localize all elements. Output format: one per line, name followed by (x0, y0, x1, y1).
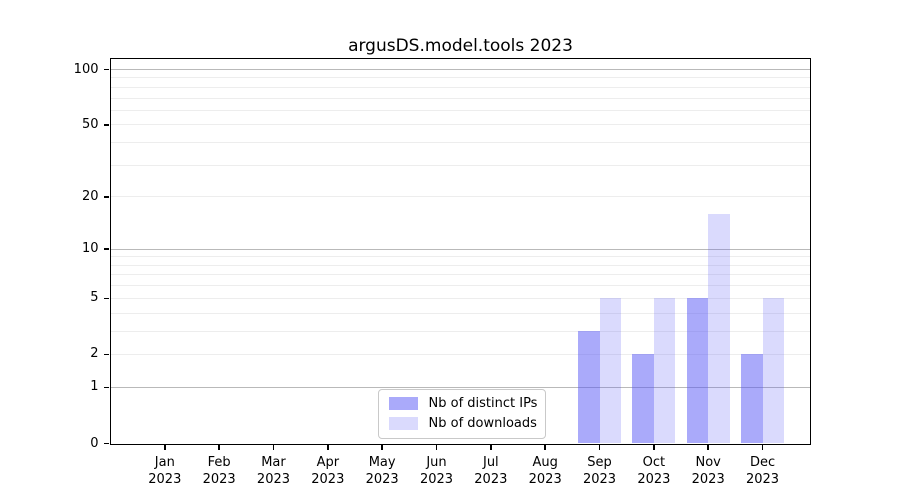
y-tick-label-50: 50 (81, 116, 99, 132)
bar-dec-downloads (762, 298, 785, 444)
x-tick-label-nov: Nov 2023 (691, 454, 725, 488)
bar-dec-distinct-ips (741, 354, 763, 444)
gridline-minor-30 (110, 164, 810, 166)
plot-inner: 0 1 2 5 10 20 50 100 Jan 2023 Feb 2023 Mar 2023 Apr… (74, 59, 810, 487)
bar-oct-distinct-ips (632, 354, 654, 444)
y-tick-label-20: 20 (81, 188, 99, 204)
y-tick-label-5: 5 (90, 290, 99, 306)
x-tick-label-jan: Jan 2023 (148, 454, 182, 488)
x-tick-may (381, 445, 383, 450)
x-tick-jul (490, 445, 492, 450)
y-tick-label-1: 1 (90, 379, 99, 395)
gridline-minor-3 (110, 330, 810, 332)
legend: Nb of distinct IPs Nb of downloads (377, 388, 546, 439)
gridline-minor-40 (110, 142, 810, 144)
y-tick-20 (104, 196, 109, 198)
legend-item-distinct-ips: Nb of distinct IPs (388, 395, 538, 411)
y-tick-0 (104, 442, 109, 445)
x-tick-mar (272, 445, 275, 450)
bar-nov-distinct-ips (686, 298, 709, 444)
x-tick-dec (761, 445, 764, 450)
x-tick-aug (544, 445, 546, 450)
y-tick-100 (104, 68, 109, 71)
y-tick-label-100: 100 (73, 61, 99, 77)
y-tick-5 (104, 297, 109, 300)
gridline-major-100 (110, 69, 810, 70)
gridline-minor-70 (110, 97, 810, 99)
x-tick-sep (598, 445, 601, 450)
gridline-minor-60 (110, 109, 810, 111)
x-tick-label-feb: Feb 2023 (202, 454, 236, 488)
legend-label-distinct-ips: Nb of distinct IPs (428, 395, 538, 411)
y-tick-label-10: 10 (81, 241, 99, 257)
legend-swatch-downloads (388, 416, 418, 430)
x-tick-label-aug: Aug 2023 (528, 454, 562, 488)
x-tick-jun (435, 445, 438, 450)
x-tick-apr (327, 445, 329, 450)
x-tick-label-may: May 2023 (365, 454, 399, 488)
gridline-minor-7 (110, 274, 810, 276)
chart-title: argusDS.model.tools 2023 (348, 36, 573, 56)
y-tick-2 (104, 353, 109, 356)
gridline-minor-50 (110, 124, 810, 126)
gridline-minor-5 (110, 297, 810, 299)
x-tick-feb (218, 445, 220, 450)
gridline-major-10 (110, 248, 810, 250)
bar-nov-downloads (708, 213, 730, 444)
legend-swatch-distinct-ips (388, 396, 418, 410)
gridline-minor-9 (110, 256, 810, 258)
y-tick-1 (104, 386, 109, 389)
bar-sep-distinct-ips (578, 331, 600, 444)
bar-oct-downloads (653, 298, 676, 444)
x-tick-label-oct: Oct 2023 (637, 454, 671, 488)
legend-label-downloads: Nb of downloads (428, 415, 537, 431)
x-tick-label-dec: Dec 2023 (745, 454, 780, 488)
x-tick-nov (707, 445, 709, 450)
gridline-minor-2 (110, 353, 810, 355)
gridline-major-1 (110, 386, 810, 388)
gridline-minor-90 (110, 77, 810, 79)
legend-item-downloads: Nb of downloads (388, 415, 537, 431)
gridline-minor-6 (110, 285, 810, 287)
x-tick-oct (653, 445, 655, 450)
bar-sep-downloads (599, 298, 622, 444)
plot-area: 0 1 2 5 10 20 50 100 Jan 2023 Feb 2023 Mar 2023 Apr… (74, 57, 811, 487)
y-tick-label-0: 0 (90, 435, 99, 451)
y-tick-50 (104, 124, 109, 126)
gridline-minor-4 (110, 312, 810, 314)
x-tick-jan (164, 445, 166, 450)
y-tick-10 (104, 248, 109, 250)
x-tick-label-jun: Jun 2023 (419, 454, 454, 488)
x-tick-label-sep: Sep 2023 (582, 454, 617, 488)
x-tick-label-mar: Mar 2023 (256, 454, 291, 488)
gridline-minor-80 (110, 86, 810, 88)
gridline-minor-8 (110, 264, 810, 266)
gridline-minor-20 (110, 196, 810, 198)
x-tick-label-jul: Jul 2023 (474, 454, 508, 488)
y-tick-label-2: 2 (90, 346, 99, 362)
x-tick-label-apr: Apr 2023 (311, 454, 345, 488)
